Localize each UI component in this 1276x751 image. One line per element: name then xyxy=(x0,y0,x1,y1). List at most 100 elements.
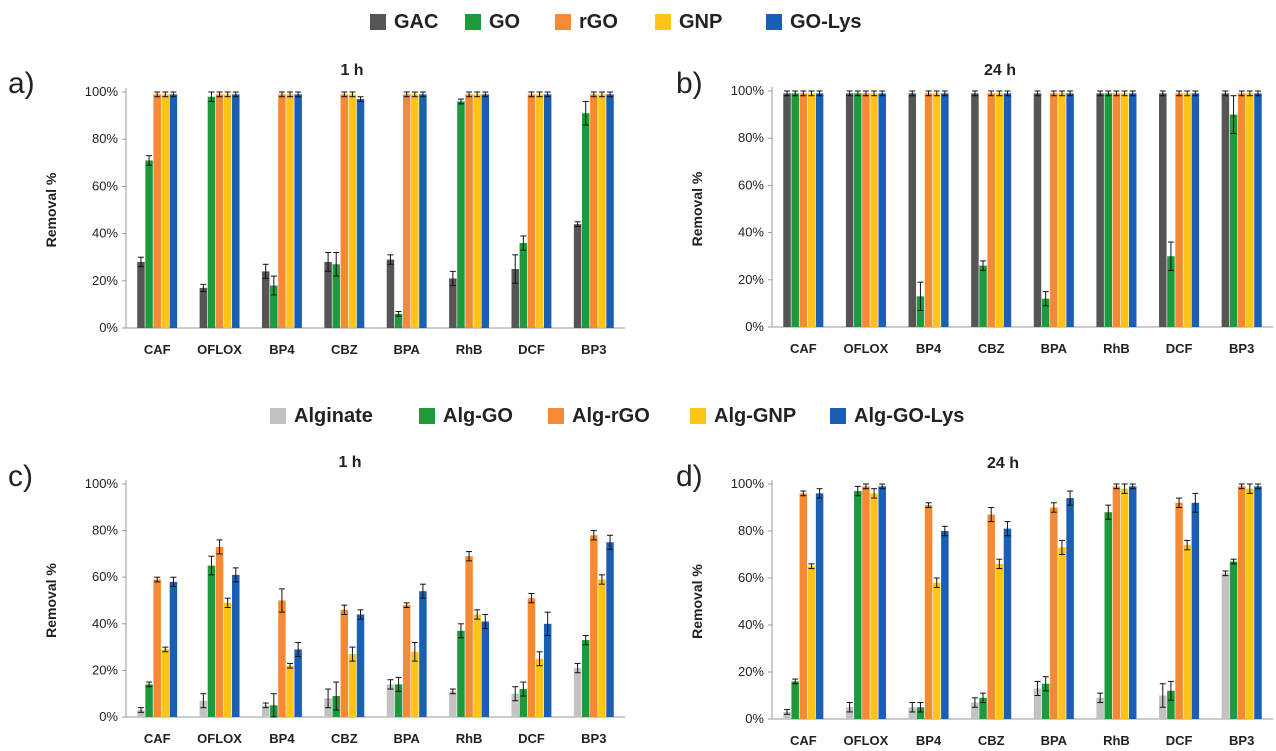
panel-c-bar-alg-gnp-dcf xyxy=(535,658,544,717)
panel-d-bar-alginate-bp3 xyxy=(1221,573,1230,719)
panel-a-bar-go-caf xyxy=(145,160,153,328)
panel-b-x-tick-label: BPA xyxy=(1041,341,1068,356)
panel-c-bar-alg-rgo-bpa xyxy=(402,605,411,717)
panel-d-y-tick-label: 80% xyxy=(738,523,764,538)
panel-d-y-tick-label: 40% xyxy=(738,617,764,632)
panel-d-bar-alg-gnp-dcf xyxy=(1183,545,1191,719)
panel-c-x-tick-label: DCF xyxy=(518,731,545,746)
panel-d-x-tick-label: CBZ xyxy=(978,733,1005,748)
legend-swatch-alg-rgo xyxy=(548,408,564,424)
panel-a-bar-gac-bp3 xyxy=(573,224,582,328)
panel-a-x-tick-label: BP3 xyxy=(581,342,606,357)
panel-b-x-tick-label: OFLOX xyxy=(844,341,889,356)
panel-a-bar-rgo-bp3 xyxy=(590,94,598,328)
panel-c-bar-alg-rgo-caf xyxy=(153,579,161,717)
panel-b-bar-rgo-bp4 xyxy=(924,93,933,327)
panel-d-bar-alg-go-dcf xyxy=(1167,690,1175,719)
panel-c-bar-alginate-oflox xyxy=(199,700,208,717)
panel-a-bar-rgo-bpa xyxy=(402,94,411,328)
panel-b-bar-go-lys-bpa xyxy=(1066,93,1074,327)
legend-label-alg-rgo: Alg-rGO xyxy=(572,405,650,427)
panel-b-bar-go-lys-cbz xyxy=(1003,93,1012,327)
panel-a-bar-gac-dcf xyxy=(511,269,519,328)
panel-a-bar-gac-rhb xyxy=(449,278,457,328)
panel-d-bar-alg-go-cbz xyxy=(979,697,987,719)
panel-d-x-tick-label: OFLOX xyxy=(844,733,889,748)
panel-a-bar-rgo-cbz xyxy=(340,94,349,328)
panel-b-bar-gnp-bpa xyxy=(1058,93,1066,327)
panel-b-bar-gac-caf xyxy=(783,93,791,327)
panel-b-bar-go-lys-caf xyxy=(815,93,824,327)
panel-b-title: 24 h xyxy=(984,62,1016,79)
panel-d-x-tick-label: CAF xyxy=(790,733,817,748)
panel-d-y-tick-label: 0% xyxy=(745,711,764,726)
panel-c-y-tick-label: 20% xyxy=(92,662,118,677)
panel-a-bar-go-lys-dcf xyxy=(543,94,552,328)
panel-b-bar-gac-bp4 xyxy=(908,93,917,327)
panel-a-bar-gnp-caf xyxy=(161,94,170,328)
panel-b-bar-go-cbz xyxy=(979,265,987,327)
panel-d-bar-alg-go-bp3 xyxy=(1229,561,1238,719)
panel-d-bar-alginate-oflox xyxy=(845,707,854,719)
panel-d-bar-alg-go-bp4 xyxy=(916,707,925,719)
legend-label-alg-go: Alg-GO xyxy=(443,405,513,427)
panel-d-bar-alg-go-lys-oflox xyxy=(878,486,886,719)
panel-c-x-tick-label: OFLOX xyxy=(197,731,242,746)
panel-c-bar-alg-go-caf xyxy=(145,684,153,717)
legend-label-alg-go-lys: Alg-GO-Lys xyxy=(854,405,964,427)
panel-d-bar-alg-rgo-oflox xyxy=(862,486,870,719)
panel-c-bar-alg-rgo-dcf xyxy=(527,598,536,717)
panel-c-bar-alginate-bp4 xyxy=(261,705,270,717)
legend-label-alginate: Alginate xyxy=(294,405,373,427)
legend-label-go: GO xyxy=(489,11,520,33)
panel-d-letter: d) xyxy=(676,460,703,493)
panel-d-y-tick-label: 100% xyxy=(731,476,765,491)
panel-a-x-tick-label: BP4 xyxy=(269,342,295,357)
panel-d-bar-alg-go-oflox xyxy=(854,491,862,719)
panel-d-bar-alg-go-lys-rhb xyxy=(1128,486,1137,719)
panel-d-bar-alg-gnp-cbz xyxy=(995,563,1004,719)
panel-c-bar-alginate-dcf xyxy=(511,693,519,717)
panel-d-bar-alginate-rhb xyxy=(1096,697,1104,719)
legend-label-gac: GAC xyxy=(394,11,438,33)
panel-a-x-tick-label: RhB xyxy=(456,342,483,357)
panel-a-bar-gac-bp4 xyxy=(261,271,270,328)
panel-d-bar-alg-go-lys-caf xyxy=(815,493,824,719)
panel-c-x-tick-label: BPA xyxy=(393,731,420,746)
panel-a-bar-gnp-bp3 xyxy=(598,94,606,328)
panel-a-bar-go-lys-bpa xyxy=(419,94,427,328)
panel-b-bar-gnp-bp3 xyxy=(1246,93,1254,327)
legend-label-alg-gnp: Alg-GNP xyxy=(714,405,796,427)
panel-d-bar-alg-rgo-rhb xyxy=(1112,486,1121,719)
panel-a-bar-go-rhb xyxy=(457,101,465,328)
panel-b-x-tick-label: CAF xyxy=(790,341,817,356)
panel-c-bar-alg-gnp-bp4 xyxy=(286,665,294,717)
panel-d-bar-alg-go-bpa xyxy=(1041,683,1050,719)
panel-b-bar-rgo-rhb xyxy=(1112,93,1121,327)
panel-b-bar-gnp-rhb xyxy=(1120,93,1129,327)
panel-c-x-tick-label: RhB xyxy=(456,731,483,746)
panel-a-title: 1 h xyxy=(340,62,363,79)
panel-c-bar-alg-gnp-rhb xyxy=(473,614,481,717)
legend-swatch-rgo xyxy=(555,14,571,30)
panel-c-x-tick-label: CAF xyxy=(144,731,171,746)
panel-d-bar-alginate-caf xyxy=(783,711,791,719)
panel-c-bar-alg-gnp-bp3 xyxy=(598,579,606,717)
panel-d-x-tick-label: BP4 xyxy=(916,733,942,748)
panel-b-bar-go-lys-bp4 xyxy=(941,93,949,327)
panel-b-bar-go-rhb xyxy=(1104,93,1113,327)
panel-a-y-tick-label: 20% xyxy=(92,273,118,288)
panel-a-bar-rgo-oflox xyxy=(215,94,224,328)
panel-c-bar-alg-go-lys-bpa xyxy=(419,591,427,717)
panel-c-x-tick-label: BP4 xyxy=(269,731,295,746)
panel-b-bar-gnp-oflox xyxy=(870,93,878,327)
panel-c-bar-alg-go-lys-dcf xyxy=(543,623,552,717)
panel-a-y-tick-label: 80% xyxy=(92,131,118,146)
panel-a-bar-go-lys-rhb xyxy=(481,94,490,328)
panel-b-bar-gac-bpa xyxy=(1033,93,1042,327)
panel-c-bar-alg-gnp-cbz xyxy=(348,654,357,717)
panel-d-y-tick-label: 20% xyxy=(738,664,764,679)
panel-b-y-tick-label: 100% xyxy=(731,83,765,98)
panel-c-bar-alginate-bp3 xyxy=(573,668,582,717)
